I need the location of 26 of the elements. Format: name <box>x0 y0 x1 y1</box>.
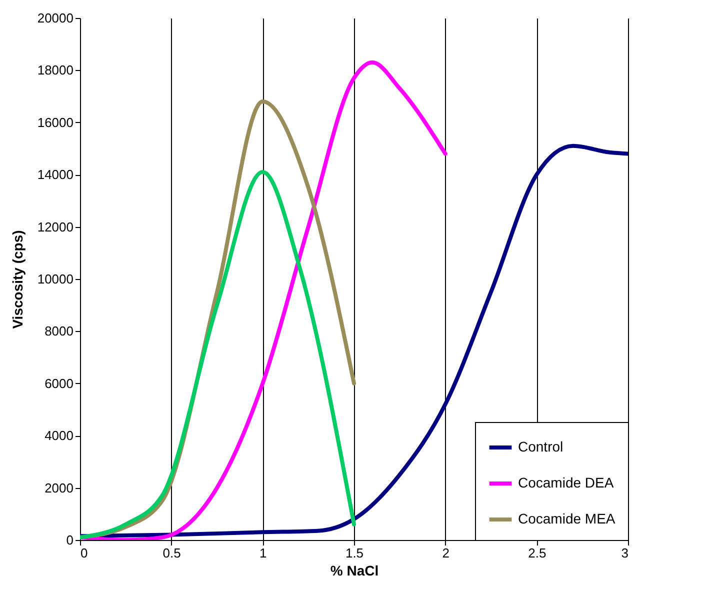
y-tick-label: 12000 <box>37 219 74 234</box>
x-tick-label: 3 <box>621 546 628 560</box>
x-axis-title: % NaCl <box>330 562 379 578</box>
y-tick-label: 0 <box>66 532 74 548</box>
legend-label: Cocamide DEA <box>518 474 614 490</box>
y-tick-label: 10000 <box>37 272 74 286</box>
x-tick-label: 2.5 <box>528 546 546 560</box>
legend-label: Control <box>518 438 564 454</box>
x-tick-label: 1 <box>260 546 267 560</box>
line-series <box>80 144 628 538</box>
x-tick-label: 2 <box>442 546 450 560</box>
line-series <box>80 60 448 540</box>
y-tick-label: 6000 <box>44 376 74 391</box>
x-tick-label: 0 <box>80 546 88 560</box>
y-tick-label: 16000 <box>37 114 74 130</box>
y-tick-label: 18000 <box>37 62 74 78</box>
x-tick-label: 1.5 <box>345 546 364 560</box>
line-series <box>80 170 356 540</box>
y-axis-title: Viscosity (cps) <box>9 230 26 329</box>
y-tick-label: 2000 <box>44 480 74 496</box>
x-tick-label: 0.5 <box>162 546 181 560</box>
y-tick-label: 4000 <box>44 428 74 444</box>
legend-label: Cocamide MEA <box>518 510 616 526</box>
y-tick-label: 20000 <box>37 10 74 26</box>
y-tick-label: 8000 <box>44 324 74 339</box>
y-tick-label: 14000 <box>37 167 74 182</box>
